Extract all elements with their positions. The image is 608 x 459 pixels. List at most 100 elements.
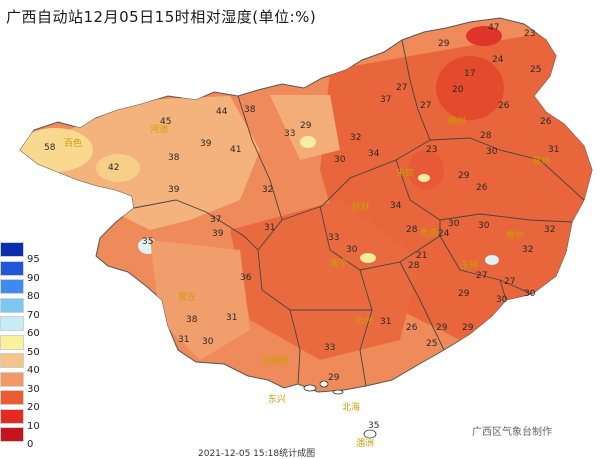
zone-60-spot-2 (300, 136, 316, 148)
station-value: 35 (368, 421, 379, 431)
station-value: 37 (380, 95, 391, 105)
station-value: 29 (436, 323, 448, 333)
station-value: 30 (496, 295, 508, 305)
station-value: 25 (426, 339, 437, 349)
station-value: 31 (380, 317, 391, 327)
station-value: 31 (548, 145, 559, 155)
legend-swatch (0, 260, 24, 276)
station-value: 30 (524, 289, 536, 299)
station-value: 47 (488, 23, 499, 33)
legend-label: 80 (27, 291, 40, 302)
city-label: 梧州 (506, 229, 524, 241)
zone-20-30-center (230, 200, 420, 360)
station-value: 23 (524, 29, 535, 39)
city-label: 百色 (64, 137, 82, 149)
legend-label: 40 (27, 365, 40, 376)
zone-60-spot-3 (360, 253, 376, 263)
station-value: 28 (480, 131, 492, 141)
station-value: 37 (210, 215, 221, 225)
station-value: 21 (416, 251, 427, 261)
station-value: 27 (476, 271, 487, 281)
station-value: 29 (458, 171, 470, 181)
station-value: 38 (168, 153, 180, 163)
city-label: 钦州 (356, 315, 374, 327)
station-value: 30 (486, 147, 498, 157)
legend-swatch (0, 279, 24, 294)
legend-swatch (0, 371, 24, 387)
station-value: 27 (420, 101, 431, 111)
city-label: 来宾 (396, 167, 414, 179)
city-label: 南宁 (330, 257, 348, 269)
station-value: 45 (160, 117, 171, 127)
city-label: 河池 (150, 123, 168, 135)
station-value: 17 (464, 69, 475, 79)
legend-swatch (0, 334, 24, 350)
credit-label: 广西区气象台制作 (472, 427, 552, 438)
city-label: 玉林 (460, 259, 478, 271)
zone-50-60-west (96, 154, 140, 182)
station-value: 30 (202, 337, 214, 347)
station-value: 58 (44, 143, 56, 153)
station-value: 29 (458, 289, 470, 299)
station-value: 27 (504, 277, 515, 287)
station-value: 34 (368, 149, 380, 159)
zone-50-60-far-west (20, 128, 93, 172)
station-value: 28 (406, 225, 418, 235)
station-value: 27 (396, 83, 407, 93)
station-value: 31 (264, 223, 275, 233)
station-value: 26 (406, 323, 418, 333)
legend-label: 70 (27, 309, 40, 321)
station-value: 32 (262, 185, 273, 195)
station-value: 44 (216, 107, 228, 117)
zone-30-40-southwest (150, 240, 250, 360)
station-value: 39 (168, 185, 180, 195)
station-value: 32 (544, 225, 555, 235)
station-value: 31 (226, 313, 237, 323)
station-value: 24 (492, 55, 504, 65)
station-value: 31 (178, 335, 189, 345)
legend-swatch (0, 316, 24, 331)
station-value: 24 (438, 229, 450, 239)
station-value: 38 (244, 105, 256, 115)
station-value: 23 (426, 145, 437, 155)
city-label: 崇左 (178, 291, 196, 303)
station-value: 32 (522, 245, 533, 255)
zone-40-50-north (270, 95, 340, 160)
legend-swatch (0, 242, 24, 257)
city-label: 柳州 (448, 115, 466, 127)
legend-label: 20 (27, 402, 40, 413)
legend-label: 0 (27, 439, 34, 450)
city-label: 涠洲 (356, 438, 374, 449)
station-value: 33 (284, 129, 295, 139)
station-value: 26 (476, 183, 488, 193)
station-value: 26 (498, 101, 510, 111)
station-value: 29 (328, 373, 340, 383)
timestamp-label: 2021-12-05 15:18统计成图 (198, 449, 316, 459)
map-title: 广西自动站12月05日15时相对湿度(单位:%) (6, 8, 317, 26)
zone-60-spot-5 (418, 174, 430, 182)
legend-swatch (0, 297, 24, 313)
legend-label: 50 (27, 346, 40, 358)
station-value: 25 (530, 65, 541, 75)
legend-label: 95 (27, 254, 40, 265)
station-value: 29 (462, 323, 474, 333)
station-value: 41 (230, 145, 241, 155)
zone-40-50-west (20, 96, 260, 230)
station-value: 33 (324, 343, 335, 353)
zone-60-spot-4 (485, 255, 499, 265)
station-value: 42 (108, 163, 119, 173)
station-value: 33 (328, 233, 339, 243)
station-value: 34 (390, 201, 402, 211)
legend-label: 10 (27, 420, 40, 432)
city-label: 防城港 (262, 355, 289, 367)
legend-label: 30 (27, 383, 40, 395)
zone-10-20-northeast (436, 56, 504, 120)
city-boundaries (133, 39, 585, 387)
station-value: 30 (346, 245, 358, 255)
station-value: 38 (186, 315, 198, 325)
station-value: 30 (478, 221, 490, 231)
zone-10-20-mid (408, 150, 444, 190)
city-label: 东兴 (268, 393, 286, 405)
